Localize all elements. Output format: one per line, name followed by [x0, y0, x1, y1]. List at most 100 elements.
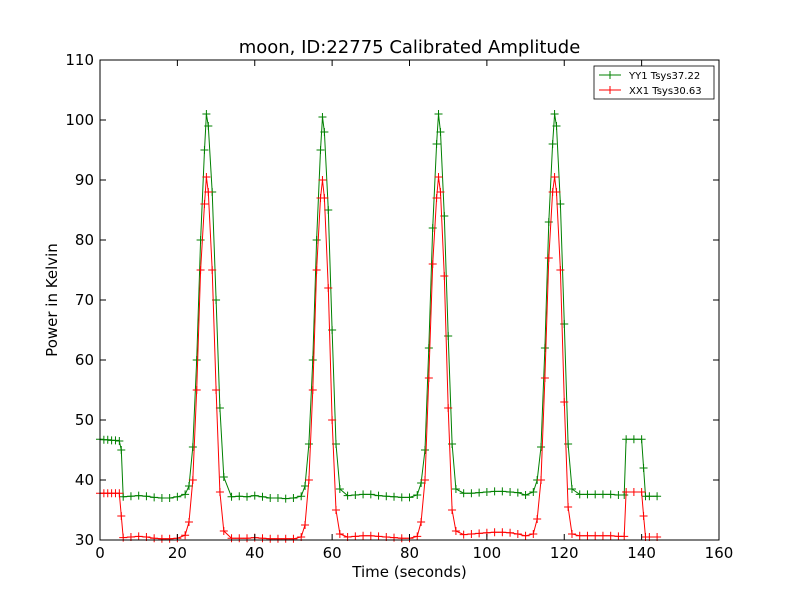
x-tick-label: 0	[95, 544, 105, 562]
data-point	[432, 140, 441, 148]
data-point	[560, 398, 569, 406]
data-point	[297, 492, 306, 501]
data-point	[359, 490, 368, 499]
data-point	[490, 528, 499, 537]
data-point	[583, 490, 592, 499]
data-point	[235, 492, 244, 501]
data-point	[304, 476, 313, 484]
data-point	[134, 532, 143, 541]
data-point	[150, 534, 159, 543]
data-point	[359, 531, 368, 540]
x-tick-label: 40	[245, 544, 264, 562]
legend-label: XX1 Tsys30.63	[629, 86, 702, 97]
ticks-layer: 0 20 40 60 80 100 120 140 160 30 40 50 60 70 80 90 100 11…	[65, 51, 733, 562]
data-point	[250, 491, 259, 500]
data-point	[521, 531, 530, 540]
data-point	[126, 492, 135, 501]
data-point	[428, 260, 437, 268]
data-point	[184, 518, 193, 526]
data-point	[318, 113, 327, 121]
data-point	[235, 534, 244, 543]
data-point	[157, 494, 166, 502]
data-point	[181, 531, 190, 540]
data-point	[405, 493, 414, 502]
legend: YY1 Tsys37.22 XX1 Tsys30.63	[593, 65, 715, 100]
data-point	[506, 528, 515, 537]
data-point	[219, 527, 228, 535]
data-point	[281, 534, 290, 543]
x-tick-label: 140	[627, 544, 656, 562]
data-point	[556, 266, 565, 274]
legend-label: YY1 Tsys37.22	[628, 71, 700, 82]
data-point	[335, 485, 344, 493]
data-point	[467, 489, 476, 498]
data-point	[258, 492, 267, 501]
data-point	[498, 487, 507, 496]
data-point	[202, 173, 211, 181]
data-point	[482, 488, 491, 496]
data-point	[529, 530, 538, 538]
data-point	[544, 254, 553, 262]
data-point	[564, 503, 573, 511]
data-point	[424, 344, 433, 352]
data-point	[529, 488, 538, 496]
data-point	[188, 476, 197, 484]
data-point	[540, 374, 549, 382]
chart-title: moon, ID:22775 Calibrated Amplitude	[239, 37, 581, 58]
data-point	[328, 416, 337, 424]
x-tick-label: 120	[550, 544, 579, 562]
legend-box	[593, 65, 715, 100]
x-axis-label: Time (seconds)	[351, 563, 467, 581]
data-point	[301, 482, 310, 490]
data-point	[622, 488, 631, 496]
y-axis-label: Power in Kelvin	[43, 243, 61, 357]
data-point	[258, 534, 267, 543]
x-tick-label: 160	[705, 544, 734, 562]
data-point	[142, 492, 151, 501]
data-point	[173, 492, 182, 501]
data-point	[637, 435, 646, 444]
data-point	[591, 490, 600, 499]
data-point	[351, 491, 360, 499]
data-point	[301, 521, 310, 529]
data-point	[324, 284, 333, 292]
data-point	[598, 531, 607, 540]
data-point	[645, 492, 654, 501]
data-point	[266, 534, 275, 543]
data-point	[606, 531, 615, 540]
data-point	[397, 534, 406, 543]
y-tick-label: 60	[75, 351, 94, 369]
data-point	[200, 200, 209, 208]
plot-area	[100, 60, 719, 540]
data-point	[653, 492, 662, 501]
data-point	[111, 436, 120, 445]
series-layer	[96, 110, 662, 543]
data-point	[459, 530, 468, 539]
data-point	[212, 386, 221, 394]
data-point	[204, 122, 213, 130]
data-point	[436, 188, 445, 196]
data-point	[134, 491, 143, 500]
data-point	[390, 492, 399, 501]
data-point	[273, 494, 282, 502]
data-point	[420, 476, 429, 484]
data-point	[598, 490, 607, 499]
data-point	[540, 344, 549, 352]
data-point	[498, 528, 507, 537]
data-point	[308, 356, 317, 364]
data-point	[308, 386, 317, 394]
data-point	[227, 534, 236, 543]
data-point	[215, 488, 224, 496]
data-point	[552, 188, 561, 196]
data-point	[165, 494, 174, 502]
data-point	[434, 110, 443, 118]
x-tick-label: 100	[473, 544, 502, 562]
data-point	[289, 494, 298, 502]
data-point	[374, 491, 383, 500]
data-point	[115, 489, 124, 498]
data-point	[103, 435, 112, 444]
x-tick-label: 60	[323, 544, 342, 562]
data-point	[312, 266, 321, 274]
y-tick-label: 30	[75, 531, 94, 549]
data-point	[448, 506, 457, 514]
